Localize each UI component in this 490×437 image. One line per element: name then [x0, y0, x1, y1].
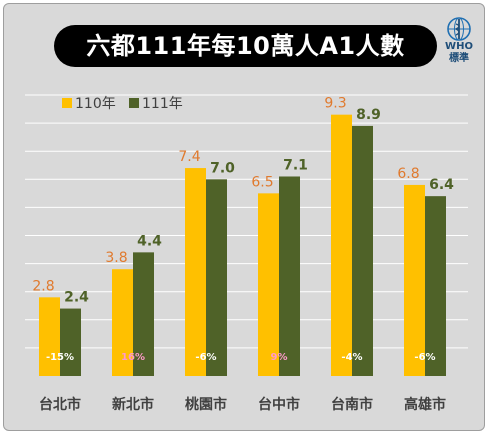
data-label: 6.8	[397, 166, 419, 182]
bar-111	[279, 176, 300, 376]
chart-title: 六都111年每10萬人A1人數	[54, 25, 437, 67]
data-label: 4.4	[137, 233, 162, 249]
bar-111	[60, 308, 81, 376]
data-label: 8.9	[356, 107, 381, 123]
data-label: 6.4	[429, 177, 454, 193]
change-label: 16%	[121, 352, 145, 363]
legend-label: 110年	[75, 96, 116, 112]
category-label: 高雄市	[404, 396, 446, 413]
change-label: -15%	[46, 352, 74, 363]
who-logo-text: WHO	[445, 41, 473, 52]
legend-swatch	[129, 98, 139, 108]
bar-111	[425, 196, 446, 376]
legend-swatch	[62, 98, 72, 108]
data-label: 2.8	[32, 278, 54, 294]
change-label: 9%	[271, 352, 288, 363]
bar-110	[112, 269, 133, 376]
data-label: 7.0	[210, 160, 235, 176]
category-label: 台中市	[258, 396, 300, 413]
change-label: -6%	[414, 352, 435, 363]
data-label: 3.8	[105, 250, 127, 266]
category-label: 新北市	[112, 396, 154, 413]
data-label: 2.4	[64, 290, 89, 306]
bar-110	[331, 114, 352, 377]
bar-110	[39, 297, 60, 376]
legend-label: 111年	[142, 96, 183, 112]
category-label: 桃園市	[185, 396, 227, 413]
bar-111	[133, 252, 154, 376]
data-label: 9.3	[324, 96, 346, 112]
data-label: 7.4	[178, 149, 200, 165]
bar-110	[185, 168, 206, 376]
who-logo-subtext: 標準	[449, 53, 469, 64]
data-label: 7.1	[283, 157, 308, 173]
bar-110	[258, 193, 279, 376]
bar-110	[404, 184, 425, 376]
category-label: 台北市	[39, 396, 81, 413]
change-label: -6%	[195, 352, 216, 363]
data-label: 6.5	[251, 174, 273, 190]
bar-111	[352, 125, 373, 376]
category-label: 台南市	[331, 396, 373, 413]
change-label: -4%	[341, 352, 362, 363]
who-emblem-icon	[447, 17, 471, 41]
bar-111	[206, 179, 227, 376]
